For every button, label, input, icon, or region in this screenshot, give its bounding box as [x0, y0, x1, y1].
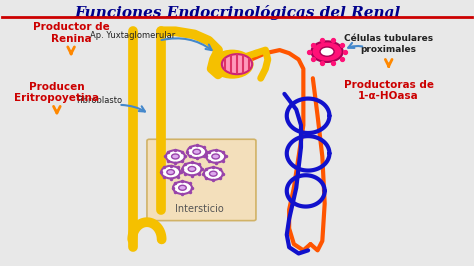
Circle shape — [320, 47, 334, 56]
Circle shape — [188, 167, 196, 172]
Circle shape — [222, 54, 252, 74]
FancyBboxPatch shape — [147, 139, 256, 221]
Text: Fibroblasto: Fibroblasto — [76, 96, 123, 105]
Text: Productoras de
1-α-HOasa: Productoras de 1-α-HOasa — [344, 80, 434, 101]
Circle shape — [193, 149, 201, 154]
Circle shape — [212, 51, 252, 77]
Circle shape — [204, 167, 223, 180]
Circle shape — [179, 185, 186, 190]
Circle shape — [210, 171, 217, 176]
Circle shape — [173, 181, 192, 194]
Circle shape — [166, 150, 185, 163]
Text: Producen
Eritropoyetina: Producen Eritropoyetina — [14, 82, 100, 103]
Circle shape — [206, 150, 225, 163]
Text: Células tubulares
proximales: Células tubulares proximales — [344, 34, 433, 53]
Circle shape — [182, 163, 201, 175]
Text: Funciones Endocrinológicas del Renal: Funciones Endocrinológicas del Renal — [74, 5, 400, 20]
Circle shape — [161, 166, 180, 178]
Circle shape — [167, 170, 174, 174]
Text: Productor de
Renina: Productor de Renina — [33, 22, 109, 44]
Text: Ap. Yuxtaglomerular: Ap. Yuxtaglomerular — [90, 31, 175, 40]
Circle shape — [311, 41, 343, 62]
Text: Intersticio: Intersticio — [175, 204, 223, 214]
Circle shape — [172, 154, 179, 159]
Circle shape — [187, 146, 206, 158]
Circle shape — [212, 154, 219, 159]
